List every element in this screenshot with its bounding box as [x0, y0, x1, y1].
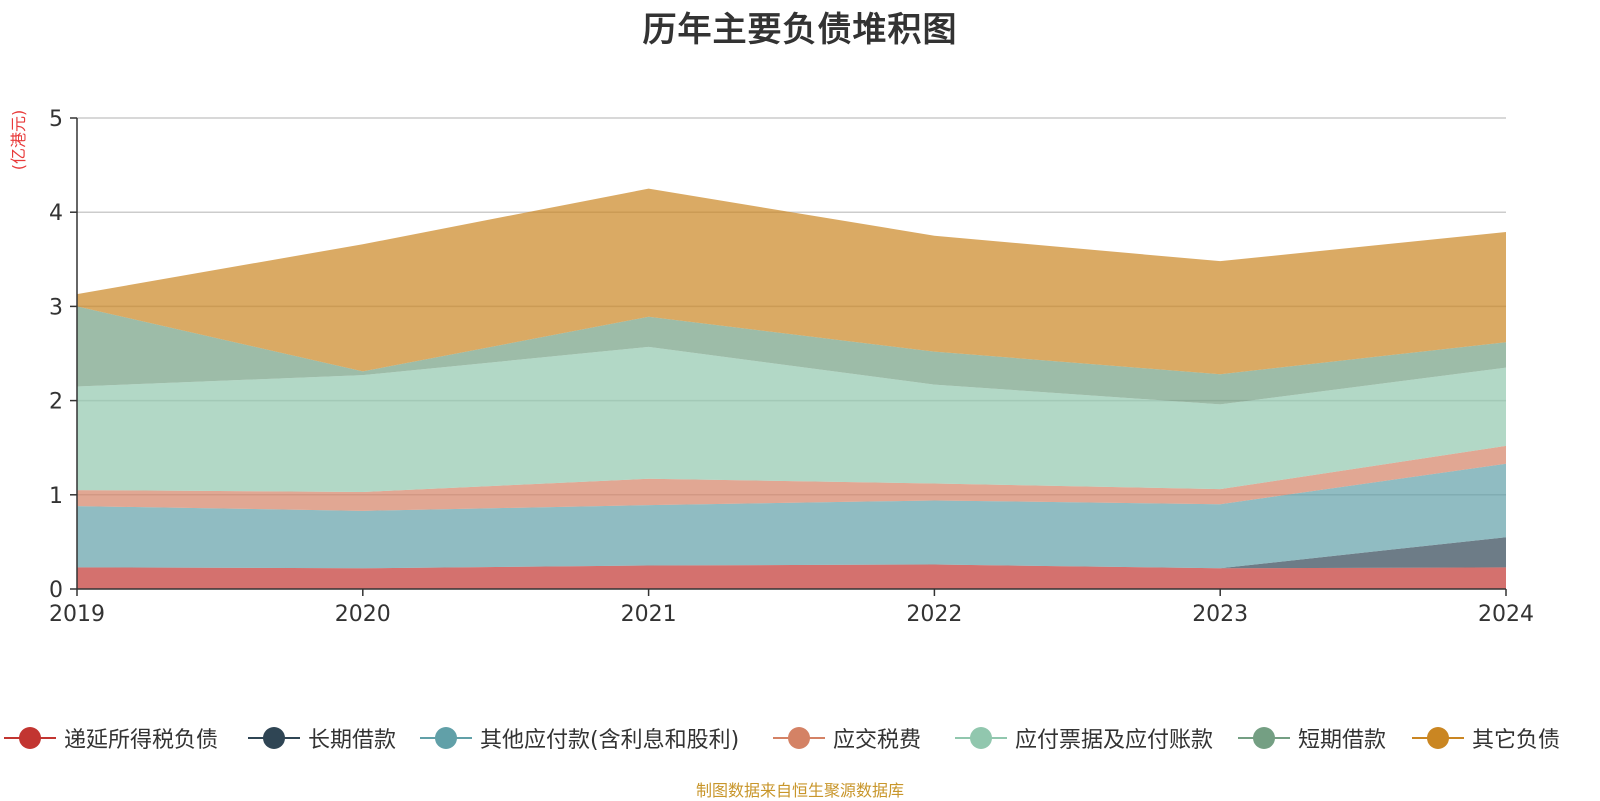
- legend: 递延所得税负债 长期借款 其他应付款(含利息和股利) 应交税费 应付票据及应付账款 短期借…: [0, 718, 1600, 758]
- legend-label: 长期借款: [308, 728, 397, 753]
- x-tick-label-1: 2020: [335, 602, 391, 627]
- legend-marker-icon: [420, 718, 472, 758]
- x-tick-label-3: 2022: [906, 602, 962, 627]
- area-series-6[interactable]: [77, 188, 1506, 375]
- legend-item-3[interactable]: 应交税费: [773, 718, 921, 758]
- legend-marker-icon: [955, 718, 1007, 758]
- y-tick-label-2: 2: [49, 390, 63, 415]
- area-series-layer: [77, 188, 1506, 589]
- area-series-3[interactable]: [77, 445, 1506, 511]
- legend-label: 应付票据及应付账款: [1015, 728, 1214, 753]
- chart-title: 历年主要负债堆积图: [642, 10, 958, 50]
- area-series-4[interactable]: [77, 346, 1506, 492]
- area-series-5[interactable]: [77, 306, 1506, 405]
- y-tick-label-0: 0: [49, 578, 63, 603]
- x-tick-label-4: 2023: [1192, 602, 1248, 627]
- y-tick-label-3: 3: [49, 295, 63, 320]
- x-tick-label-5: 2024: [1478, 602, 1534, 627]
- x-tick-label-2: 2021: [621, 602, 677, 627]
- x-tick-label-0: 2019: [49, 602, 105, 627]
- source-note: 制图数据来自恒生聚源数据库: [695, 781, 904, 800]
- chart-plot: 0 1 2 3 4 5 2019 2020 2021 2022 2023 2024: [49, 107, 1534, 627]
- area-series-2[interactable]: [77, 463, 1506, 569]
- legend-label: 应交税费: [833, 728, 922, 753]
- y-tick-label-1: 1: [49, 484, 63, 509]
- area-series-0[interactable]: [77, 564, 1506, 589]
- legend-label: 短期借款: [1298, 728, 1387, 753]
- legend-marker-icon: [773, 718, 825, 758]
- legend-label: 其它负债: [1472, 728, 1561, 753]
- legend-item-4[interactable]: 应付票据及应付账款: [955, 718, 1213, 758]
- area-series-1[interactable]: [77, 537, 1506, 569]
- legend-marker-icon: [1238, 718, 1290, 758]
- legend-marker-icon: [4, 718, 56, 758]
- legend-label: 其他应付款(含利息和股利): [480, 728, 740, 753]
- legend-item-6[interactable]: 其它负债: [1412, 718, 1560, 758]
- legend-item-5[interactable]: 短期借款: [1238, 718, 1386, 758]
- legend-label: 递延所得税负债: [64, 728, 219, 753]
- legend-item-2[interactable]: 其他应付款(含利息和股利): [420, 718, 739, 758]
- axes: 0 1 2 3 4 5 2019 2020 2021 2022 2023 2024: [49, 107, 1534, 627]
- legend-marker-icon: [248, 718, 300, 758]
- legend-marker-icon: [1412, 718, 1464, 758]
- y-tick-label-5: 5: [49, 107, 63, 132]
- y-tick-label-4: 4: [49, 201, 63, 226]
- legend-item-1[interactable]: 长期借款: [248, 718, 396, 758]
- legend-item-0[interactable]: 递延所得税负债: [4, 718, 218, 758]
